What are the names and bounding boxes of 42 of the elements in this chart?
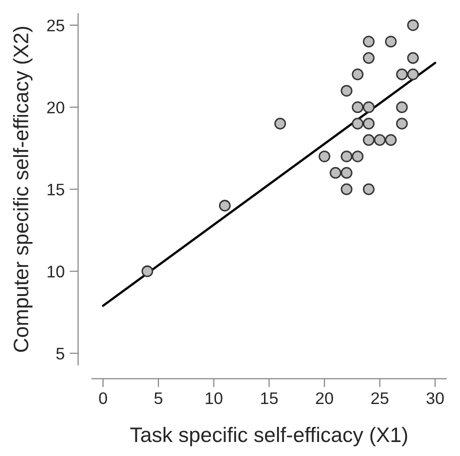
point <box>362 52 375 64</box>
point <box>352 68 364 80</box>
x-tick-label: 0 <box>99 392 108 404</box>
point <box>340 166 352 179</box>
y-tick-label: 10 <box>48 266 64 278</box>
x-tick-label: 30 <box>426 392 444 404</box>
point <box>407 19 419 32</box>
point <box>374 134 386 146</box>
point <box>318 150 330 162</box>
x-tick-label: 5 <box>154 392 162 404</box>
y-tick-label: 5 <box>56 348 64 360</box>
point <box>352 118 364 130</box>
point <box>352 101 364 114</box>
point <box>407 52 419 64</box>
point <box>330 166 342 179</box>
point <box>362 36 375 48</box>
x-tick-label: 25 <box>371 392 388 404</box>
point <box>340 183 352 196</box>
point <box>362 183 375 196</box>
x-tick-label: 10 <box>206 392 222 404</box>
point <box>385 134 397 146</box>
point <box>385 36 397 48</box>
point <box>362 101 375 114</box>
point <box>407 68 419 80</box>
point <box>340 150 352 162</box>
x-tick-label: 15 <box>261 392 278 404</box>
point <box>142 265 154 278</box>
point <box>362 118 375 130</box>
y-axis-title: Computer specific self-efficacy (X2) <box>13 26 32 352</box>
x-axis-title: Task specific self-efficacy (X1) <box>130 426 408 446</box>
point <box>218 200 231 212</box>
point <box>396 101 408 114</box>
point <box>362 134 375 146</box>
y-tick-label: 15 <box>48 184 64 196</box>
point <box>396 118 408 130</box>
x-tick-label: 20 <box>316 392 334 404</box>
y-tick-label: 25 <box>47 20 64 32</box>
point <box>352 150 364 162</box>
point <box>274 118 286 130</box>
point <box>396 68 408 80</box>
point <box>340 84 352 97</box>
y-tick-label: 20 <box>47 102 64 114</box>
